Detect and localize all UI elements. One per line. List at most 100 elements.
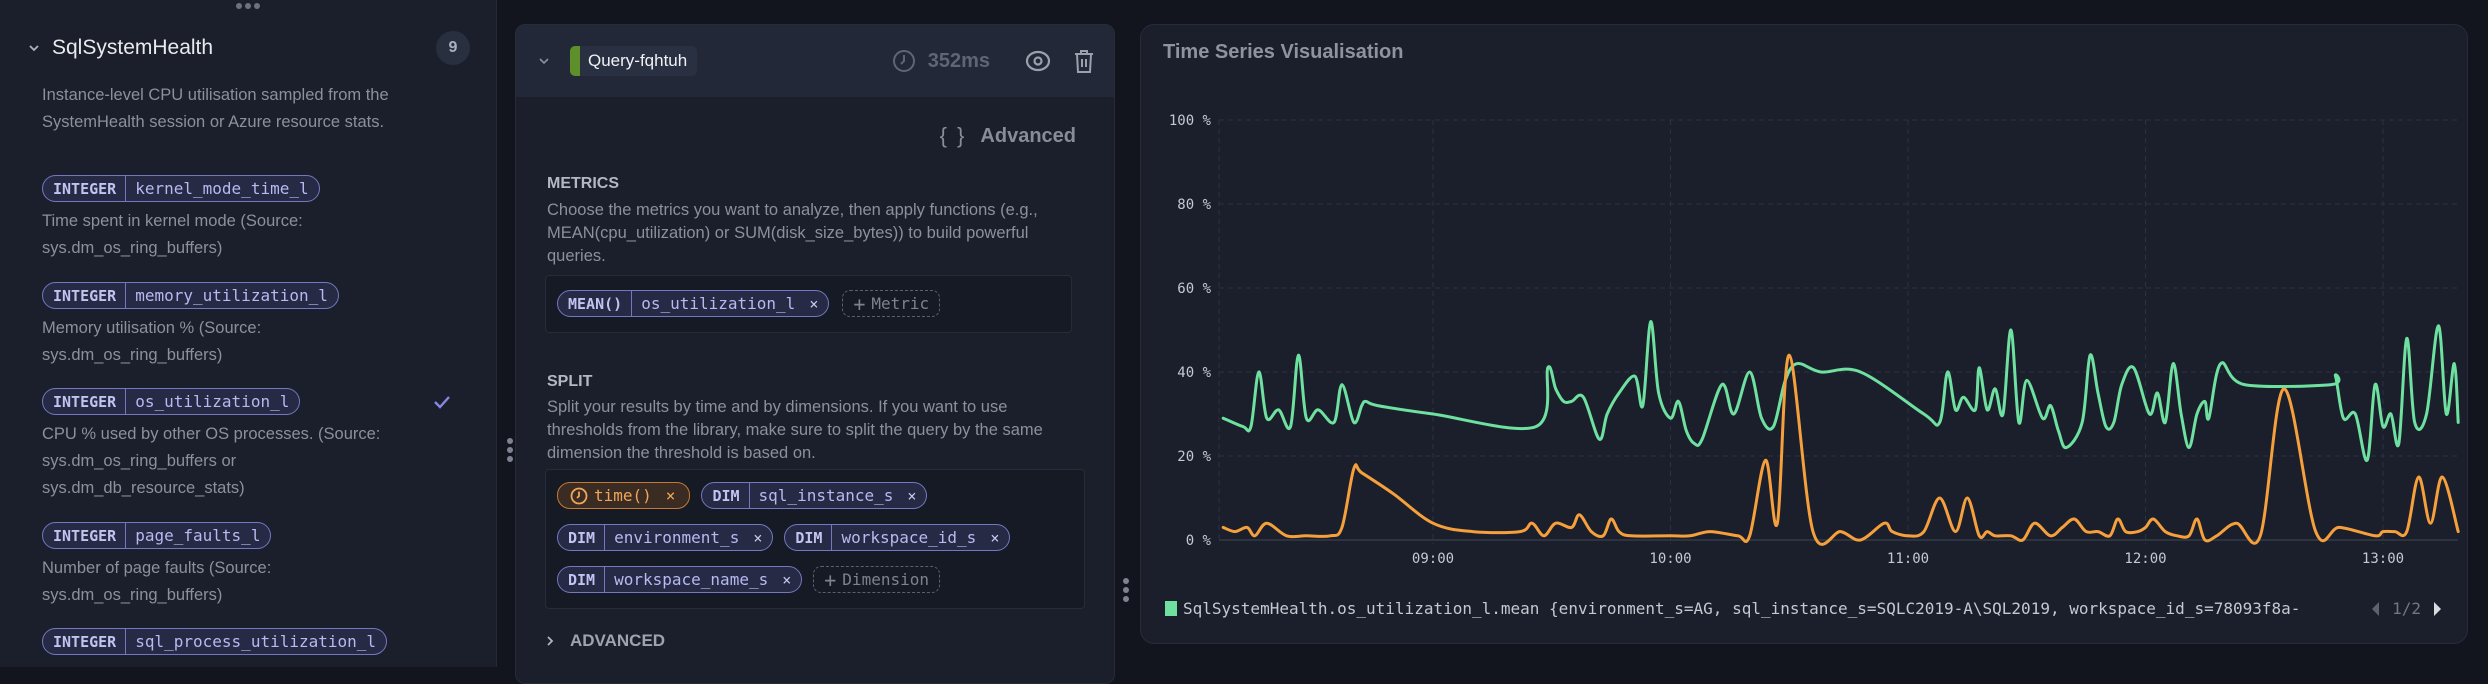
caret-right-icon	[2434, 601, 2441, 616]
toggle-visibility-button[interactable]	[1024, 47, 1052, 75]
svg-text:10:00: 10:00	[1649, 551, 1691, 567]
field-chip[interactable]: INTEGER sql_process_utilization_l	[42, 628, 388, 655]
remove-dimension-icon[interactable]: ×	[782, 570, 792, 589]
panel-resize-handle[interactable]	[1113, 570, 1139, 610]
legend-pager: 1/2	[2368, 599, 2445, 618]
field-name: os_utilization_l	[135, 392, 290, 411]
time-split-chip[interactable]: time() ×	[557, 482, 691, 509]
clock-icon	[570, 487, 588, 504]
metrics-description: Choose the metrics you want to analyze, …	[547, 201, 1038, 265]
chevron-down-icon[interactable]	[538, 55, 550, 67]
split-description: Split your results by time and by dimens…	[547, 398, 1043, 462]
field-item-selected[interactable]: INTEGER os_utilization_l CPU % used by o…	[42, 388, 462, 502]
dimension-name: environment_s	[614, 528, 740, 547]
split-title: SPLIT	[547, 373, 593, 390]
svg-text:13:00: 13:00	[2362, 551, 2404, 567]
field-chip[interactable]: INTEGER memory_utilization_l	[42, 282, 339, 309]
query-name: Query-fqhtuh	[588, 51, 688, 70]
metric-field: os_utilization_l	[641, 294, 796, 313]
dimension-tag: DIM	[558, 525, 606, 550]
svg-text:20 %: 20 %	[1177, 449, 1211, 465]
field-name: memory_utilization_l	[135, 286, 328, 305]
delete-query-button[interactable]	[1070, 47, 1098, 75]
group-title: SqlSystemHealth	[52, 36, 214, 59]
braces-icon: { }	[939, 123, 967, 148]
duration-value: 352ms	[927, 49, 990, 72]
trash-icon	[1075, 50, 1093, 73]
query-name-tag[interactable]: Query-fqhtuh	[570, 46, 698, 76]
advanced-label: Advanced	[980, 124, 1076, 147]
field-description: Number of page faults (Source: sys.dm_os…	[42, 559, 272, 604]
svg-text:0 %: 0 %	[1186, 533, 1212, 549]
plus-icon: +	[853, 291, 866, 316]
group-header[interactable]: SqlSystemHealth 9	[28, 31, 470, 65]
field-item[interactable]: INTEGER sql_process_utilization_l	[42, 628, 462, 655]
caret-left-icon	[2372, 601, 2380, 616]
checkmark-icon	[434, 396, 450, 409]
plus-icon: +	[824, 567, 837, 592]
metrics-dropzone: MEAN() os_utilization_l × + Metric	[545, 275, 1072, 333]
field-item[interactable]: INTEGER kernel_mode_time_l Time spent in…	[42, 175, 462, 262]
advanced-mode-button[interactable]: { } Advanced	[940, 123, 1076, 149]
remove-dimension-icon[interactable]: ×	[753, 528, 763, 547]
legend-swatch	[1165, 601, 1177, 616]
svg-text:100 %: 100 %	[1169, 113, 1212, 129]
svg-text:12:00: 12:00	[2124, 551, 2166, 567]
dimension-chip[interactable]: DIM environment_s ×	[557, 524, 774, 551]
add-metric-button[interactable]: + Metric	[842, 290, 941, 317]
drag-handle-icon[interactable]	[236, 3, 260, 11]
field-description: Time spent in kernel mode (Source: sys.d…	[42, 212, 303, 257]
field-name: page_faults_l	[135, 526, 261, 545]
legend-prev-button[interactable]	[2368, 601, 2382, 617]
field-type: INTEGER	[43, 176, 127, 201]
query-panel: Query-fqhtuh 352ms { } Advanced METRICS …	[515, 24, 1115, 684]
dimension-name: sql_instance_s	[758, 486, 894, 505]
metric-function[interactable]: MEAN()	[558, 291, 633, 316]
dimension-tag: DIM	[558, 567, 606, 592]
chart-title: Time Series Visualisation	[1163, 41, 1404, 63]
schema-sidebar: SqlSystemHealth 9 Instance-level CPU uti…	[0, 0, 497, 667]
svg-text:09:00: 09:00	[1412, 551, 1454, 567]
field-item[interactable]: INTEGER memory_utilization_l Memory util…	[42, 282, 462, 369]
advanced-section-toggle[interactable]: ADVANCED	[544, 631, 665, 651]
add-dimension-button[interactable]: + Dimension	[813, 566, 940, 593]
chevron-down-icon	[29, 45, 39, 52]
metric-chip[interactable]: MEAN() os_utilization_l ×	[557, 290, 830, 317]
remove-metric-icon[interactable]: ×	[809, 294, 819, 313]
add-dimension-label: Dimension	[842, 570, 929, 589]
legend-item[interactable]: SqlSystemHealth.os_utilization_l.mean {e…	[1183, 599, 2301, 618]
group-description: Instance-level CPU utilisation sampled f…	[42, 86, 389, 131]
dimension-chip[interactable]: DIM workspace_name_s ×	[557, 566, 803, 593]
field-chip[interactable]: INTEGER page_faults_l	[42, 522, 272, 549]
sidebar-resize-handle[interactable]	[497, 430, 523, 470]
field-description: CPU % used by other OS processes. (Sourc…	[42, 425, 381, 497]
field-chip[interactable]: INTEGER os_utilization_l	[42, 388, 301, 415]
split-dropzone: time() × DIM sql_instance_s × DIM environ…	[545, 469, 1085, 609]
field-name: kernel_mode_time_l	[135, 179, 309, 198]
svg-text:40 %: 40 %	[1177, 365, 1211, 381]
remove-time-icon[interactable]: ×	[665, 486, 676, 505]
field-description: Memory utilisation % (Source: sys.dm_os_…	[42, 319, 262, 364]
query-header: Query-fqhtuh 352ms	[516, 25, 1114, 97]
remove-dimension-icon[interactable]: ×	[990, 528, 1000, 547]
dimension-chip[interactable]: DIM workspace_id_s ×	[784, 524, 1011, 551]
time-split-label: time()	[594, 486, 652, 505]
clock-icon	[892, 50, 915, 72]
field-name: sql_process_utilization_l	[135, 632, 377, 651]
svg-text:11:00: 11:00	[1887, 551, 1929, 567]
dimension-name: workspace_id_s	[841, 528, 977, 547]
legend-page: 1/2	[2392, 599, 2421, 618]
legend-next-button[interactable]	[2431, 601, 2445, 617]
metrics-title: METRICS	[547, 175, 619, 192]
svg-text:60 %: 60 %	[1177, 281, 1211, 297]
query-color-swatch	[570, 46, 580, 76]
count-badge: 9	[436, 31, 470, 65]
dimension-tag: DIM	[702, 483, 750, 508]
remove-dimension-icon[interactable]: ×	[907, 486, 917, 505]
chart-legend: SqlSystemHealth.os_utilization_l.mean {e…	[1165, 599, 2445, 618]
time-series-chart[interactable]: 0 % 20 % 40 % 60 % 80 % 100 % 09:00 10:00 11:00 1…	[1141, 25, 2469, 585]
field-chip[interactable]: INTEGER kernel_mode_time_l	[42, 175, 320, 202]
eye-icon	[1025, 50, 1051, 72]
field-item[interactable]: INTEGER page_faults_l Number of page fau…	[42, 522, 462, 609]
dimension-chip[interactable]: DIM sql_instance_s ×	[701, 482, 928, 509]
